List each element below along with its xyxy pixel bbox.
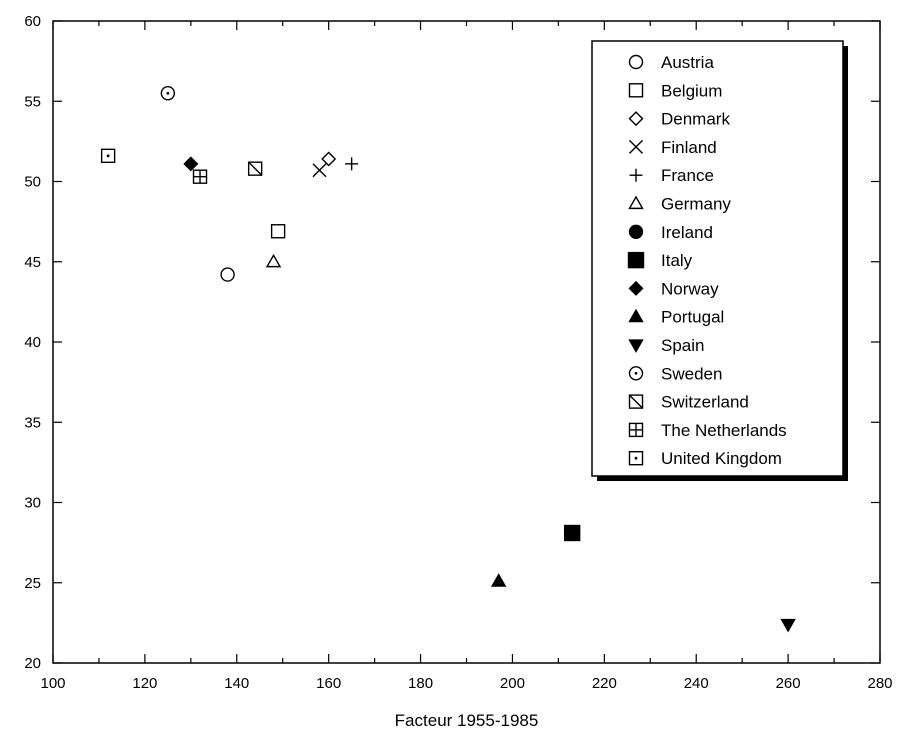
legend-label-spain: Spain bbox=[661, 336, 704, 355]
y-tick-label: 45 bbox=[24, 254, 41, 271]
point-austria bbox=[220, 267, 235, 282]
legend-label-switzerland: Switzerland bbox=[661, 393, 749, 412]
point-united-kingdom bbox=[100, 148, 116, 164]
legend-marker-denmark bbox=[628, 111, 644, 127]
y-tick-label: 35 bbox=[24, 414, 41, 431]
legend-label-norway: Norway bbox=[661, 279, 719, 298]
x-tick-label: 180 bbox=[408, 675, 433, 692]
legend-marker-united-kingdom bbox=[628, 451, 644, 466]
legend-label-italy: Italy bbox=[661, 251, 693, 270]
y-tick-label: 25 bbox=[24, 575, 41, 592]
point-italy bbox=[563, 524, 581, 542]
x-tick-label: 200 bbox=[500, 675, 525, 692]
legend-label-belgium: Belgium bbox=[661, 81, 722, 100]
x-tick-label: 140 bbox=[224, 675, 249, 692]
legend-marker-the-netherlands bbox=[628, 422, 644, 438]
x-axis-title: Facteur 1955-1985 bbox=[395, 711, 539, 730]
legend-marker-finland bbox=[629, 139, 643, 154]
legend-marker-norway bbox=[628, 280, 644, 296]
legend-marker-portugal bbox=[628, 308, 644, 323]
x-tick-label: 120 bbox=[132, 675, 157, 692]
point-france bbox=[345, 157, 359, 171]
legend: Austria Belgium Denmark Finland France German… bbox=[591, 40, 848, 481]
point-spain bbox=[780, 618, 796, 633]
y-tick-label: 40 bbox=[24, 334, 41, 351]
legend-marker-france bbox=[629, 168, 643, 182]
y-tick-label: 20 bbox=[24, 655, 41, 672]
legend-marker-austria bbox=[628, 54, 644, 70]
y-tick-label: 50 bbox=[24, 174, 41, 191]
legend-marker-italy bbox=[627, 251, 645, 269]
x-tick-label: 260 bbox=[776, 675, 801, 692]
legend-label-ireland: Ireland bbox=[661, 223, 713, 242]
legend-marker-switzerland bbox=[628, 394, 644, 409]
legend-marker-belgium bbox=[628, 83, 644, 98]
point-the-netherlands bbox=[192, 169, 208, 184]
legend-label-sweden: Sweden bbox=[661, 364, 722, 383]
y-tick-label: 60 bbox=[24, 13, 41, 30]
point-denmark bbox=[321, 151, 337, 167]
x-tick-label: 280 bbox=[867, 675, 892, 692]
x-tick-label: 220 bbox=[592, 675, 617, 692]
point-finland bbox=[312, 163, 327, 178]
data-points bbox=[100, 86, 796, 633]
legend-marker-spain bbox=[628, 339, 644, 353]
legend-label-france: France bbox=[661, 166, 714, 185]
legend-marker-ireland bbox=[628, 224, 644, 240]
point-belgium bbox=[270, 224, 286, 239]
ticks: 100 120 140 160 180 200 220 240 260 280 20 25 30 35 40… bbox=[24, 13, 892, 692]
legend-label-portugal: Portugal bbox=[661, 308, 724, 327]
x-tick-label: 160 bbox=[316, 675, 341, 692]
legend-label-the-netherlands: The Netherlands bbox=[661, 421, 787, 440]
point-sweden bbox=[160, 86, 176, 101]
legend-label-germany: Germany bbox=[661, 195, 731, 214]
y-tick-label: 30 bbox=[24, 495, 41, 512]
x-tick-label: 240 bbox=[684, 675, 709, 692]
legend-label-united-kingdom: United Kingdom bbox=[661, 449, 782, 468]
y-tick-label: 55 bbox=[24, 93, 41, 110]
legend-label-denmark: Denmark bbox=[661, 110, 730, 129]
point-portugal bbox=[490, 573, 507, 587]
point-norway bbox=[183, 156, 199, 172]
x-tick-label: 100 bbox=[40, 675, 65, 692]
legend-label-finland: Finland bbox=[661, 138, 717, 157]
point-switzerland bbox=[247, 161, 263, 176]
legend-label-austria: Austria bbox=[661, 53, 714, 72]
legend-marker-germany bbox=[628, 195, 644, 210]
legend-marker-sweden bbox=[628, 366, 644, 381]
point-germany bbox=[265, 253, 282, 268]
